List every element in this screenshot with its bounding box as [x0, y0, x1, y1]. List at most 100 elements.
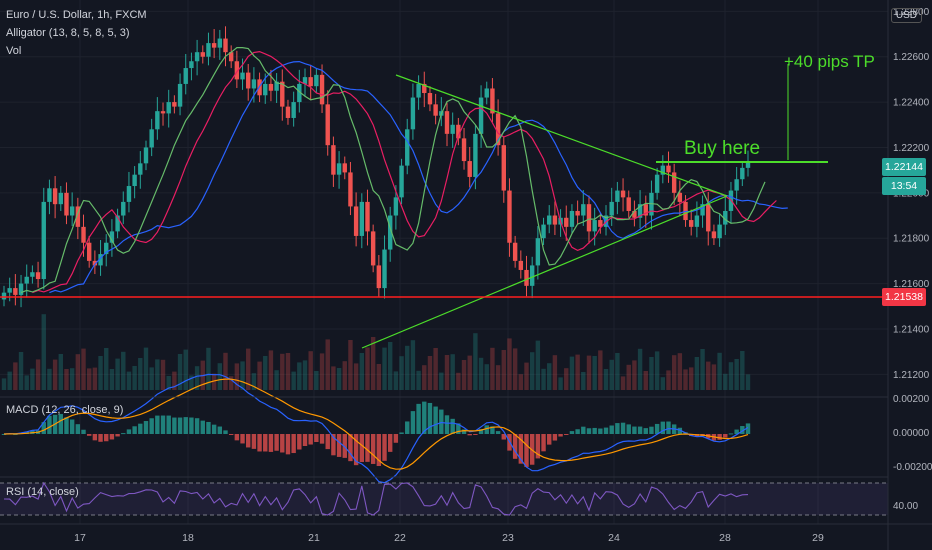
volume-bar — [376, 364, 382, 390]
volume-bar — [393, 371, 399, 390]
volume-bar — [126, 371, 132, 390]
macd-histogram-bar — [143, 421, 149, 434]
volume-bar — [723, 373, 728, 390]
volume-bar — [507, 338, 512, 390]
x-tick-label: 22 — [394, 532, 406, 544]
volume-bar — [263, 356, 268, 390]
volume-bar — [234, 363, 240, 390]
volume-bar — [399, 356, 404, 390]
volume-bar — [268, 350, 274, 390]
macd-histogram-bar — [387, 434, 393, 452]
volume-bar — [439, 372, 444, 390]
candle-body — [524, 269, 529, 286]
macd-histogram-bar — [677, 427, 683, 434]
volume-bar — [370, 337, 376, 390]
macd-histogram-bar — [439, 409, 444, 434]
volume-bar — [586, 355, 592, 390]
macd-histogram-bar — [194, 418, 200, 434]
macd-tick-bottom: -0.00200 — [893, 462, 932, 473]
macd-histogram-bar — [58, 414, 63, 434]
macd-histogram-bar — [490, 426, 495, 434]
candle-body — [547, 215, 552, 225]
volume-bar — [717, 352, 722, 390]
volume-bar — [416, 370, 421, 390]
candle-body — [172, 102, 177, 107]
alligator-legend[interactable]: Alligator (13, 8, 5, 8, 5, 3) — [6, 27, 130, 39]
macd-histogram-bar — [126, 429, 132, 434]
macd-histogram-bar — [626, 424, 631, 434]
candle-body — [740, 167, 745, 180]
candle-body — [149, 129, 154, 148]
candle-body — [132, 174, 137, 187]
volume-bar — [689, 367, 694, 390]
candle-body — [81, 226, 86, 243]
macd-legend[interactable]: MACD (12, 26, close, 9) — [6, 404, 124, 416]
candle-body — [353, 206, 359, 236]
macd-histogram-bar — [331, 434, 336, 456]
candle-body — [581, 204, 586, 216]
volume-bar — [512, 348, 518, 390]
volume-bar — [405, 345, 410, 390]
volume-bar — [297, 362, 302, 390]
macd-histogram-bar — [501, 434, 506, 440]
candle-body — [666, 165, 671, 173]
macd-tick-top: 0.00200 — [893, 394, 930, 405]
volume-bar — [456, 372, 461, 390]
y-tick-label: 1.21800 — [893, 234, 930, 245]
candle-body — [126, 186, 132, 202]
volume-bar — [58, 354, 63, 390]
volume-bar — [109, 369, 115, 390]
macd-histogram-bar — [473, 434, 478, 435]
volume-legend[interactable]: Vol — [6, 45, 22, 57]
candle-body — [609, 201, 614, 216]
volume-bar — [194, 366, 200, 390]
candle-body — [711, 231, 717, 239]
macd-histogram-bar — [240, 434, 245, 444]
candle-body — [575, 210, 580, 216]
rsi-band — [0, 483, 888, 515]
macd-histogram-bar — [223, 430, 228, 434]
macd-histogram-bar — [41, 422, 46, 434]
macd-histogram-bar — [416, 403, 421, 434]
currency-button[interactable]: USD — [890, 8, 922, 23]
macd-histogram-bar — [643, 428, 648, 434]
volume-bar — [422, 365, 427, 390]
volume-bar — [285, 353, 291, 390]
candle-body — [64, 192, 69, 216]
volume-bar — [552, 355, 558, 390]
candle-body — [518, 260, 524, 270]
volume-bar — [547, 363, 552, 390]
rsi-legend[interactable]: RSI (14, close) — [6, 486, 79, 498]
volume-bar — [450, 354, 455, 390]
volume-bar — [671, 355, 677, 390]
macd-histogram-bar — [564, 434, 569, 435]
volume-bar — [535, 340, 541, 390]
volume-bar — [246, 348, 251, 390]
volume-bar — [206, 347, 211, 390]
trend-drawings[interactable] — [0, 64, 888, 349]
candle-body — [620, 190, 626, 198]
macd-histogram-bar — [399, 432, 404, 434]
volume-bar — [336, 368, 342, 390]
macd-histogram-bar — [274, 434, 279, 451]
macd-histogram-bar — [206, 421, 211, 434]
candle-body — [314, 74, 319, 87]
candle-body — [541, 224, 546, 239]
candle-body — [251, 79, 257, 89]
candle-body — [336, 163, 342, 175]
lower-trendline[interactable] — [361, 195, 728, 349]
symbol-title[interactable]: Euro / U.S. Dollar, 1h, FXCM — [6, 9, 147, 21]
candle-body — [18, 283, 24, 295]
upper-trendline[interactable] — [395, 74, 728, 197]
volume-bar — [257, 361, 262, 390]
volume-bar — [575, 354, 580, 390]
macd-histogram-bar — [592, 427, 597, 434]
volume-bar — [149, 367, 154, 390]
candle-body — [501, 145, 506, 191]
candle-body — [35, 272, 41, 280]
candle-body — [700, 204, 705, 216]
candle-body — [461, 138, 467, 162]
volume-bar — [52, 359, 58, 390]
macd-histogram-bar — [121, 433, 126, 435]
